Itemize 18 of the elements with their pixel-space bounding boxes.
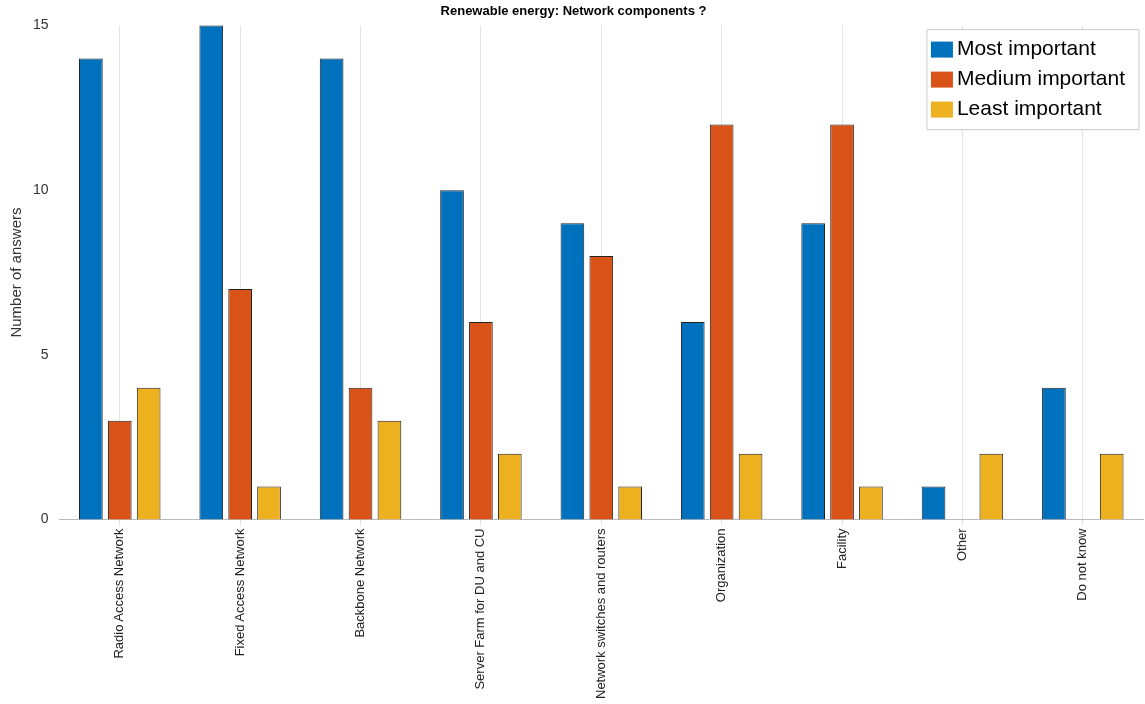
y-tick-label: 0 xyxy=(40,510,49,527)
legend-label: Least important xyxy=(956,96,1102,120)
x-tick-label: Server Farm for DU and CU xyxy=(472,528,488,690)
x-tick-label: Facility xyxy=(833,528,849,569)
x-tick-label: Organization xyxy=(713,528,729,603)
x-tick-label: Network switches and routers xyxy=(592,527,608,699)
y-tick-label: 5 xyxy=(40,345,49,362)
y-tick-label: 10 xyxy=(32,181,49,198)
legend-label: Medium important xyxy=(956,66,1126,90)
x-tick-label: Do not know xyxy=(1074,527,1090,601)
legend-label: Most important xyxy=(956,36,1096,60)
chart-title: Renewable energy: Network components ? xyxy=(440,3,707,19)
y-tick-label: 15 xyxy=(32,16,49,33)
x-tick-label: Backbone Network xyxy=(352,528,368,638)
x-tick-label: Other xyxy=(954,527,970,561)
y-axis-title: Number of answers xyxy=(7,207,25,338)
x-tick-label: Radio Access Network xyxy=(111,528,127,659)
x-tick-label: Fixed Access Network xyxy=(231,527,247,657)
